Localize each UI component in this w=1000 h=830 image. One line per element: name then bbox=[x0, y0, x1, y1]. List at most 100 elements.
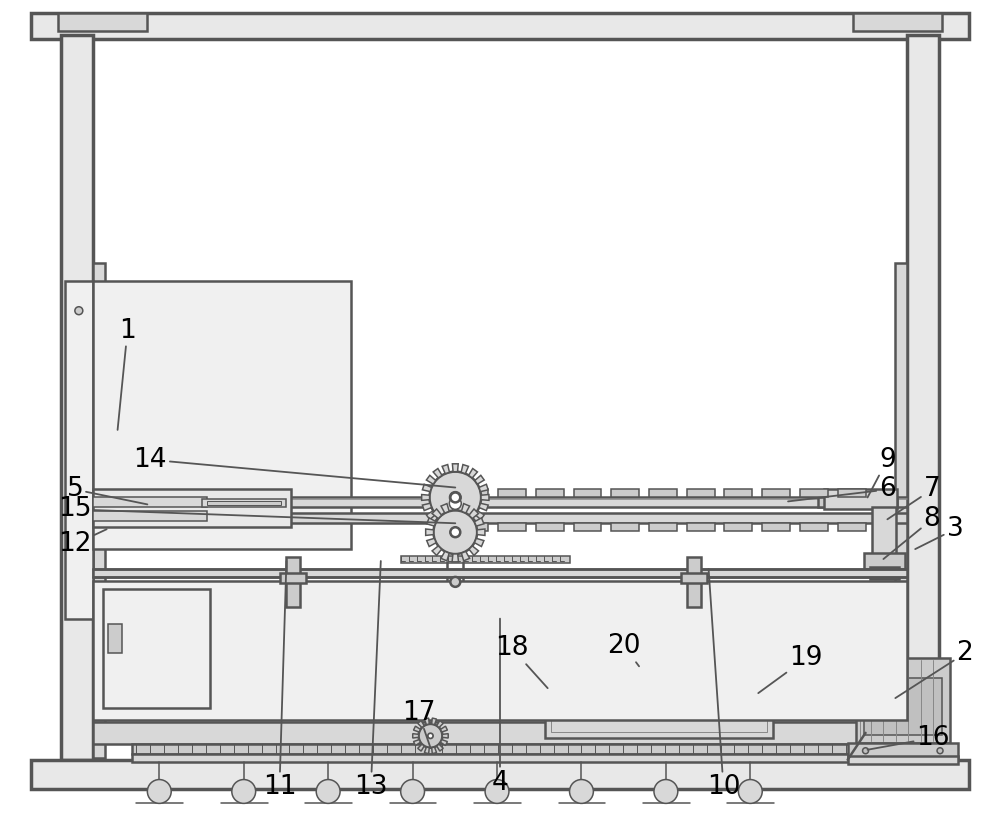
Bar bbox=[687, 523, 715, 531]
Circle shape bbox=[937, 748, 943, 754]
Text: 5: 5 bbox=[66, 476, 147, 505]
Bar bbox=[848, 755, 958, 764]
Bar bbox=[536, 523, 564, 531]
Bar bbox=[824, 490, 897, 510]
Bar bbox=[856, 658, 950, 743]
Bar bbox=[611, 523, 639, 531]
Bar bbox=[724, 523, 752, 531]
Bar bbox=[93, 722, 905, 744]
Polygon shape bbox=[452, 523, 458, 531]
Bar bbox=[31, 12, 969, 38]
Polygon shape bbox=[432, 546, 442, 555]
Bar bbox=[61, 35, 93, 759]
Circle shape bbox=[450, 492, 460, 502]
Bar bbox=[570, 642, 587, 651]
Polygon shape bbox=[441, 551, 449, 561]
Polygon shape bbox=[452, 554, 459, 562]
Bar bbox=[93, 281, 351, 549]
Bar bbox=[93, 263, 105, 758]
Text: 9: 9 bbox=[868, 447, 896, 497]
Polygon shape bbox=[474, 518, 484, 526]
Circle shape bbox=[401, 779, 425, 803]
Polygon shape bbox=[432, 718, 437, 725]
Circle shape bbox=[147, 779, 171, 803]
Text: 15: 15 bbox=[58, 496, 455, 523]
Polygon shape bbox=[422, 484, 432, 491]
Polygon shape bbox=[426, 510, 436, 520]
Text: 16: 16 bbox=[868, 725, 950, 751]
Polygon shape bbox=[432, 747, 437, 754]
Polygon shape bbox=[426, 476, 436, 484]
Polygon shape bbox=[479, 484, 488, 491]
Polygon shape bbox=[437, 745, 443, 751]
Bar bbox=[687, 557, 701, 607]
Polygon shape bbox=[469, 546, 479, 555]
Polygon shape bbox=[413, 734, 419, 738]
Bar bbox=[838, 490, 866, 497]
Bar bbox=[460, 523, 488, 531]
Bar bbox=[93, 490, 291, 527]
Text: 4: 4 bbox=[492, 618, 508, 795]
Bar bbox=[280, 573, 306, 583]
Bar bbox=[634, 642, 652, 651]
Polygon shape bbox=[418, 720, 424, 728]
Text: 2: 2 bbox=[895, 641, 973, 698]
Circle shape bbox=[428, 733, 433, 739]
Bar bbox=[907, 35, 939, 759]
Bar bbox=[649, 523, 677, 531]
Bar bbox=[800, 490, 828, 497]
Text: 8: 8 bbox=[883, 506, 940, 559]
Bar bbox=[58, 12, 147, 31]
Polygon shape bbox=[433, 517, 442, 526]
Bar bbox=[551, 664, 767, 732]
Bar bbox=[681, 573, 707, 583]
Bar bbox=[689, 648, 726, 662]
Bar bbox=[724, 490, 752, 497]
Bar bbox=[649, 490, 677, 497]
Bar bbox=[762, 490, 790, 497]
Polygon shape bbox=[422, 495, 430, 500]
Polygon shape bbox=[452, 464, 458, 471]
Bar bbox=[460, 490, 488, 497]
Circle shape bbox=[570, 779, 593, 803]
Bar bbox=[624, 648, 662, 662]
Bar bbox=[762, 523, 790, 531]
Bar bbox=[93, 569, 907, 577]
Circle shape bbox=[863, 748, 869, 754]
Text: 6: 6 bbox=[788, 476, 896, 502]
Polygon shape bbox=[461, 465, 468, 474]
Text: 20: 20 bbox=[607, 633, 641, 666]
Bar bbox=[132, 754, 866, 762]
Bar bbox=[108, 623, 122, 653]
Polygon shape bbox=[433, 468, 442, 478]
Text: 3: 3 bbox=[915, 516, 963, 549]
Text: 7: 7 bbox=[887, 476, 940, 520]
Polygon shape bbox=[442, 465, 449, 474]
Bar bbox=[560, 648, 597, 662]
Polygon shape bbox=[481, 495, 489, 500]
Bar bbox=[611, 490, 639, 497]
Polygon shape bbox=[427, 539, 436, 546]
Bar bbox=[31, 759, 969, 789]
Circle shape bbox=[450, 491, 461, 503]
Circle shape bbox=[75, 307, 83, 315]
Polygon shape bbox=[442, 521, 449, 530]
Bar bbox=[286, 557, 300, 607]
Bar bbox=[838, 523, 866, 531]
Text: 1: 1 bbox=[118, 318, 136, 430]
Polygon shape bbox=[442, 734, 448, 738]
Polygon shape bbox=[426, 529, 434, 535]
Bar bbox=[103, 588, 210, 708]
Polygon shape bbox=[440, 740, 447, 745]
Text: 19: 19 bbox=[758, 646, 823, 693]
Polygon shape bbox=[461, 551, 470, 561]
Polygon shape bbox=[432, 509, 442, 519]
Polygon shape bbox=[461, 521, 468, 530]
Circle shape bbox=[654, 779, 678, 803]
Polygon shape bbox=[427, 518, 436, 526]
Bar bbox=[132, 744, 866, 754]
Bar bbox=[443, 597, 467, 605]
Bar bbox=[93, 581, 907, 720]
Text: 11: 11 bbox=[263, 561, 296, 800]
Text: 12: 12 bbox=[58, 530, 107, 557]
